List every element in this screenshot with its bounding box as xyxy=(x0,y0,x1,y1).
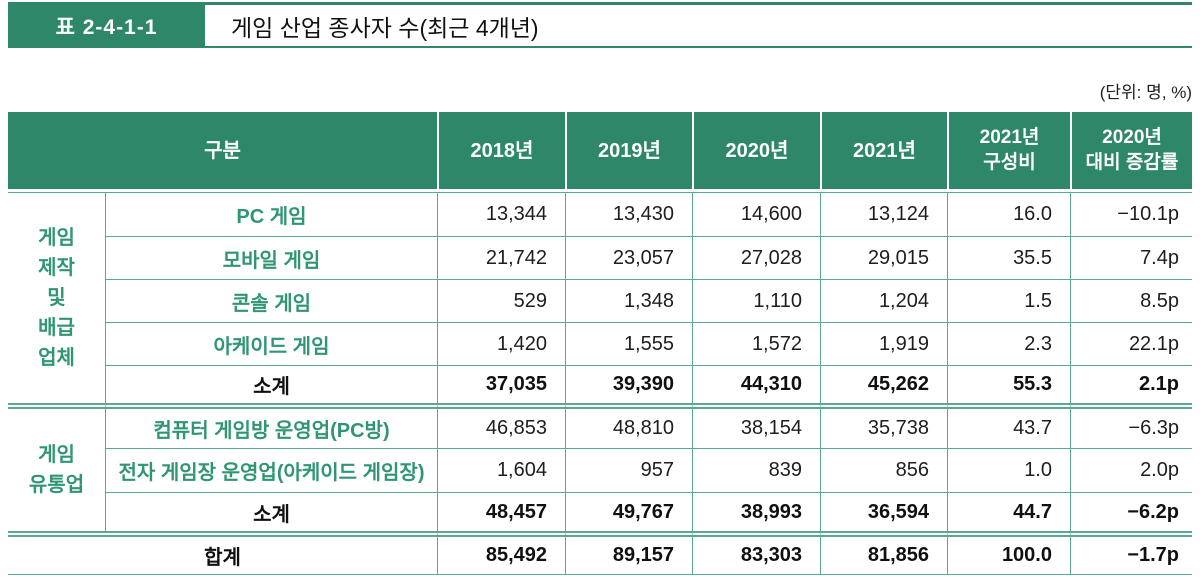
value-share: 55.3 xyxy=(947,365,1070,403)
value-2021: 1,204 xyxy=(820,279,947,322)
unit-note: (단위: 명, %) xyxy=(1099,83,1192,102)
value-change: −6.3p xyxy=(1070,403,1192,448)
total-label: 합계 xyxy=(8,531,437,574)
value-2018: 46,853 xyxy=(437,403,565,448)
value-2020: 44,310 xyxy=(692,365,820,403)
value-2018: 85,492 xyxy=(437,531,565,574)
value-2019: 23,057 xyxy=(565,236,692,279)
subtotal-label: 소계 xyxy=(105,492,437,531)
table-number-badge: 표 2-4-1-1 xyxy=(8,5,205,46)
value-2021: 856 xyxy=(820,448,947,492)
value-change: 8.5p xyxy=(1070,279,1192,322)
row-label: 아케이드 게임 xyxy=(105,322,437,365)
col-header-2020: 2020년 xyxy=(692,112,820,189)
value-change: −1.7p xyxy=(1070,531,1192,574)
value-change: 2.1p xyxy=(1070,365,1192,403)
value-change: −10.1p xyxy=(1070,192,1192,236)
row-label: 콘솔 게임 xyxy=(105,279,437,322)
value-2018: 529 xyxy=(437,279,565,322)
value-share: 100.0 xyxy=(947,531,1070,574)
col-header-2019: 2019년 xyxy=(565,112,692,189)
value-share: 35.5 xyxy=(947,236,1070,279)
value-2020: 14,600 xyxy=(692,192,820,236)
value-2019: 1,555 xyxy=(565,322,692,365)
value-share: 16.0 xyxy=(947,192,1070,236)
value-2018: 1,420 xyxy=(437,322,565,365)
table-body: 게임 제작 및 배급 업체 PC 게임 13,344 13,430 14,600… xyxy=(8,192,1192,575)
value-change: 22.1p xyxy=(1070,322,1192,365)
value-2021: 13,124 xyxy=(820,192,947,236)
col-header-gubun: 구분 xyxy=(8,112,437,189)
table-header-row: 구분 2018년 2019년 2020년 2021년 2021년 구성비 202… xyxy=(8,112,1192,189)
group-cell-production: 게임 제작 및 배급 업체 xyxy=(8,192,105,403)
value-2021: 45,262 xyxy=(820,365,947,403)
value-2020: 38,993 xyxy=(692,492,820,531)
value-share: 1.0 xyxy=(947,448,1070,492)
value-2021: 81,856 xyxy=(820,531,947,574)
value-2019: 13,430 xyxy=(565,192,692,236)
value-2018: 1,604 xyxy=(437,448,565,492)
value-2019: 957 xyxy=(565,448,692,492)
table-title: 게임 산업 종사자 수(최근 4개년) xyxy=(231,14,539,41)
value-2018: 37,035 xyxy=(437,365,565,403)
value-2020: 83,303 xyxy=(692,531,820,574)
value-2018: 21,742 xyxy=(437,236,565,279)
col-header-2021-share: 2021년 구성비 xyxy=(947,112,1070,189)
row-label: PC 게임 xyxy=(105,192,437,236)
row-label: 전자 게임장 운영업(아케이드 게임장) xyxy=(105,448,437,492)
col-header-2020-change: 2020년 대비 증감률 xyxy=(1070,112,1192,189)
value-2018: 13,344 xyxy=(437,192,565,236)
value-change: 2.0p xyxy=(1070,448,1192,492)
value-2020: 1,110 xyxy=(692,279,820,322)
row-label: 모바일 게임 xyxy=(105,236,437,279)
value-change: −6.2p xyxy=(1070,492,1192,531)
value-2021: 35,738 xyxy=(820,403,947,448)
value-2019: 39,390 xyxy=(565,365,692,403)
value-2021: 29,015 xyxy=(820,236,947,279)
row-label: 컴퓨터 게임방 운영업(PC방) xyxy=(105,403,437,448)
value-2020: 38,154 xyxy=(692,403,820,448)
value-share: 2.3 xyxy=(947,322,1070,365)
value-2019: 48,810 xyxy=(565,403,692,448)
col-header-2021: 2021년 xyxy=(820,112,947,189)
value-2019: 89,157 xyxy=(565,531,692,574)
value-share: 1.5 xyxy=(947,279,1070,322)
value-2019: 1,348 xyxy=(565,279,692,322)
value-2020: 839 xyxy=(692,448,820,492)
value-2021: 36,594 xyxy=(820,492,947,531)
col-header-2018: 2018년 xyxy=(437,112,565,189)
value-2018: 48,457 xyxy=(437,492,565,531)
data-table: 구분 2018년 2019년 2020년 2021년 2021년 구성비 202… xyxy=(8,112,1192,575)
table-title-strip: 표 2-4-1-1 게임 산업 종사자 수(최근 4개년) xyxy=(8,2,1192,48)
value-2020: 27,028 xyxy=(692,236,820,279)
subtotal-label: 소계 xyxy=(105,365,437,403)
value-2021: 1,919 xyxy=(820,322,947,365)
value-share: 44.7 xyxy=(947,492,1070,531)
group-cell-distribution: 게임 유통업 xyxy=(8,403,105,531)
value-2019: 49,767 xyxy=(565,492,692,531)
value-share: 43.7 xyxy=(947,403,1070,448)
value-change: 7.4p xyxy=(1070,236,1192,279)
value-2020: 1,572 xyxy=(692,322,820,365)
